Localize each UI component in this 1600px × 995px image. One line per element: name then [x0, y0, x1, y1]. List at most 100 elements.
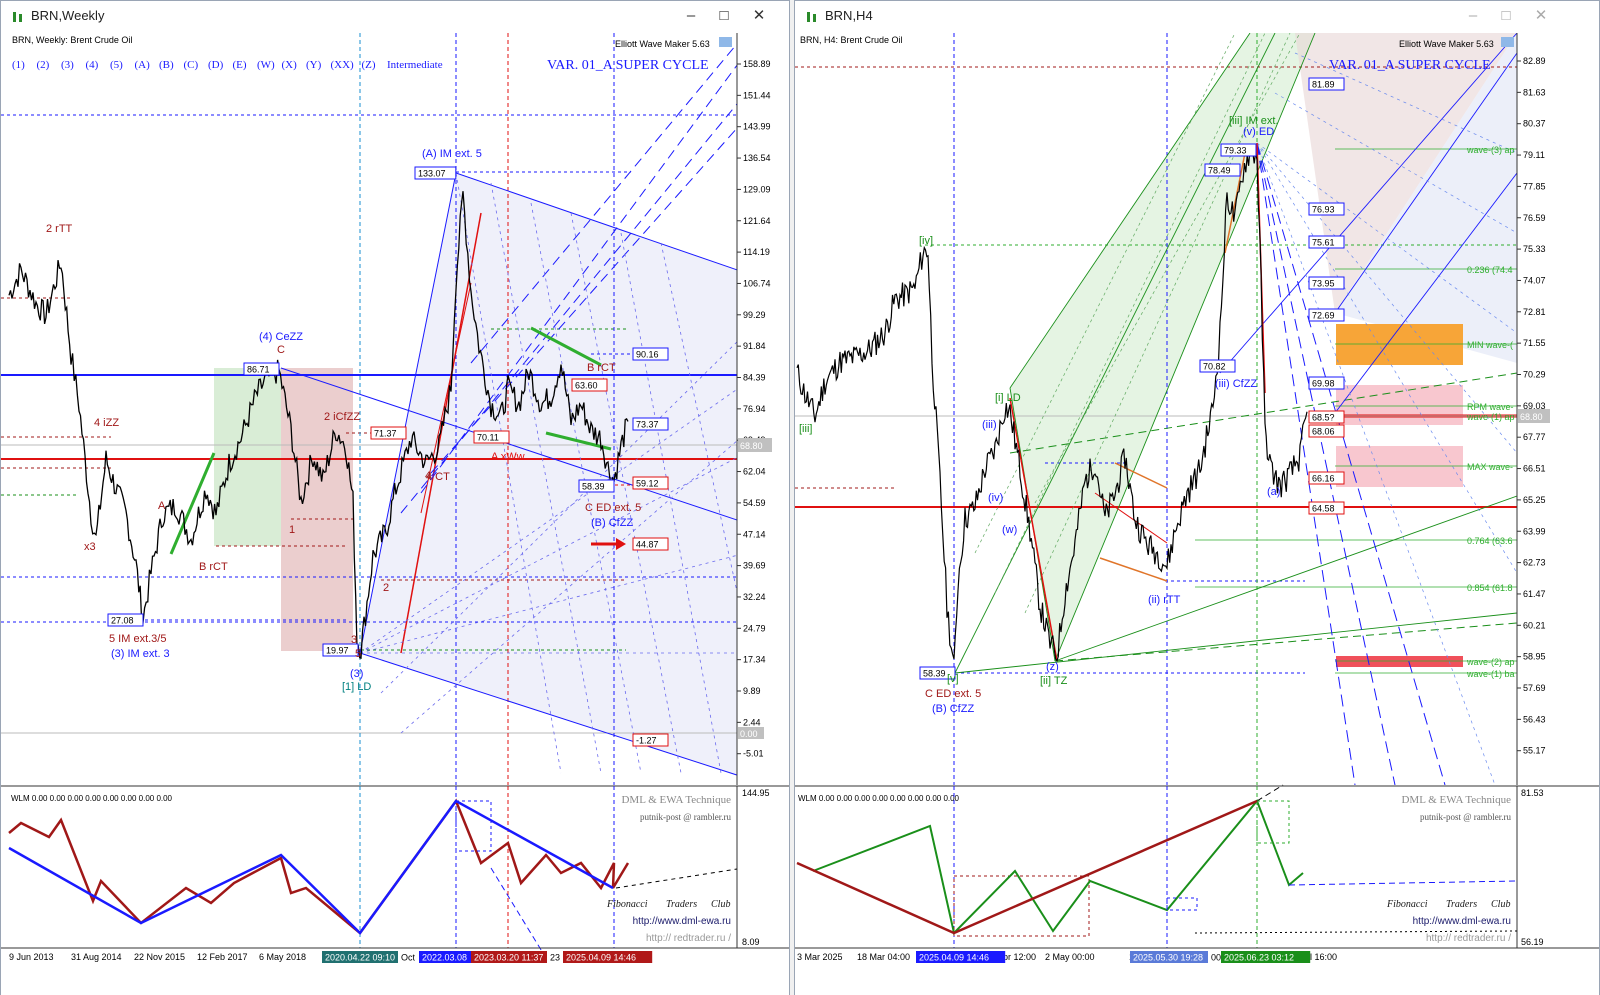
price-box-value: 63.60 — [575, 381, 598, 391]
wave-label: (z) — [1046, 661, 1059, 673]
price-box-value: 73.95 — [1312, 279, 1335, 289]
date-axis: 3 Mar 2025 18 Mar 04:00 Apr 12:00 2 May 00:… — [797, 951, 1337, 963]
degree-button[interactable]: (3) — [61, 59, 74, 71]
minimize-button[interactable]: – — [686, 7, 696, 24]
price-tick-label: 54.59 — [743, 498, 766, 508]
date-tick: Apr 12:00 — [997, 952, 1036, 962]
price-tick-label: 79.11 — [1523, 150, 1545, 160]
date-box-label: 00 — [1211, 953, 1221, 963]
url-link-1[interactable]: http://www.dml-ewa.ru — [1413, 916, 1511, 927]
price-box-value: 133.07 — [418, 169, 446, 179]
wave-label: A — [158, 500, 166, 512]
wave-label: (iv) — [988, 492, 1003, 504]
degree-button[interactable]: (X) — [282, 59, 298, 71]
weekly-chart[interactable]: 158.89 151.44 143.99 136.54 129.09 121.64 114.… — [1, 33, 789, 995]
wave-label: 2 rTT — [46, 223, 73, 235]
degree-button[interactable]: (Z) — [362, 59, 376, 71]
degree-button[interactable]: (1) — [12, 59, 25, 71]
degree-toolbar[interactable]: (1) (2) (3) (4) (5) (A) (B) (C) (D) (E) (W) (X) (Y) (… — [12, 59, 376, 71]
price-boxes: 133.07 86.71 27.08 19.97 90.16 73.37 58.39 59.1… — [107, 166, 669, 747]
minimize-button[interactable]: – — [1468, 7, 1478, 24]
degree-level[interactable]: Intermediate — [387, 59, 443, 71]
indicator-bottom-tick: 8.09 — [742, 937, 760, 947]
price-tick-label: 39.69 — [743, 561, 766, 571]
price-box — [632, 347, 669, 361]
price-box — [1308, 376, 1345, 390]
wave-label: 2 — [383, 582, 389, 594]
degree-button[interactable]: (C) — [184, 59, 199, 71]
price-tick-label: 71.55 — [1523, 338, 1546, 348]
fib-label: wave-(3) ap — [1466, 145, 1515, 155]
green-zone — [214, 368, 281, 546]
price-box — [107, 613, 144, 627]
wave-label: B rCT — [199, 561, 228, 573]
current-price-label: 68.80 — [1520, 412, 1543, 422]
url-link-2[interactable]: http:// redtrader.ru / — [646, 933, 731, 944]
maximize-button[interactable]: □ — [1501, 7, 1511, 24]
date-box-label: 2025.04.09 14:46 — [919, 953, 989, 963]
degree-button[interactable]: (E) — [233, 59, 247, 71]
price-tick-label: 82.89 — [1523, 56, 1546, 66]
price-tick-label: 66.51 — [1523, 464, 1546, 474]
price-box — [243, 362, 280, 376]
price-box-value: 79.33 — [1224, 146, 1247, 156]
price-tick-label: 47.14 — [743, 529, 766, 539]
degree-button[interactable]: (A) — [135, 59, 151, 71]
price-box — [632, 733, 669, 747]
degree-button[interactable]: (5) — [110, 59, 123, 71]
date-tick: 2 May 00:00 — [1045, 952, 1095, 962]
degree-button[interactable]: (XX) — [331, 59, 355, 71]
degree-button[interactable]: (Y) — [306, 59, 322, 71]
wave-label: x3 — [84, 541, 96, 553]
price-tick-label: 62.04 — [743, 467, 766, 477]
degree-button[interactable]: (W) — [257, 59, 275, 71]
weekly-chart-window[interactable]: BRN,Weekly – □ ✕ — [0, 0, 790, 995]
degree-button[interactable]: (2) — [37, 59, 50, 71]
date-box — [547, 951, 564, 963]
fib-label: 0.236 (74.4 — [1467, 265, 1513, 275]
title-bar[interactable]: BRN,Weekly – □ ✕ — [1, 1, 789, 34]
h4-chart-window[interactable]: BRN,H4 – □ ✕ — [794, 0, 1600, 995]
price-box-value: 58.39 — [923, 669, 946, 679]
wave-label: 3 — [351, 634, 357, 646]
window-title: BRN,Weekly — [31, 8, 105, 23]
wave-label: [ii] TZ — [1040, 675, 1068, 687]
close-button[interactable]: ✕ — [1534, 7, 1548, 24]
title-bar[interactable]: BRN,H4 – □ ✕ — [795, 1, 1599, 34]
current-price-label: 68.80 — [740, 441, 763, 451]
price-tick-label: 60.21 — [1523, 620, 1546, 630]
price-tick-label: 151.44 — [743, 90, 771, 100]
club-word-1: Fibonacci — [606, 899, 648, 910]
ewm-hat-icon — [1501, 37, 1514, 47]
zero-price-label: 0.00 — [740, 729, 758, 739]
wave-label: (ii) rTT — [1148, 594, 1181, 606]
price-tick-label: 9.89 — [743, 686, 761, 696]
price-box-value: 58.39 — [582, 482, 605, 492]
red-zone — [1336, 656, 1463, 667]
date-axis: 9 Jun 2013 31 Aug 2014 22 Nov 2015 12 Feb 2… — [9, 951, 653, 963]
date-box-label: 2025.05.30 19:28 — [1133, 953, 1203, 963]
close-button[interactable]: ✕ — [752, 7, 766, 24]
url-link-1[interactable]: http://www.dml-ewa.ru — [633, 916, 731, 927]
price-tick-label: 57.69 — [1523, 683, 1546, 693]
wave-label: 1 — [289, 524, 295, 536]
degree-button[interactable]: (D) — [208, 59, 224, 71]
fib-label: MIN wave-( — [1467, 340, 1513, 350]
price-tick-label: 24.79 — [743, 623, 766, 633]
degree-button[interactable]: (4) — [86, 59, 99, 71]
degree-button[interactable]: (B) — [159, 59, 174, 71]
wave-label: (4) CeZZ — [259, 331, 303, 343]
price-box — [632, 537, 669, 551]
maximize-button[interactable]: □ — [719, 7, 729, 24]
price-box-value: 68.06 — [1312, 427, 1335, 437]
club-word-3: Club — [1491, 899, 1510, 910]
price-box — [1308, 276, 1345, 290]
url-link-2[interactable]: http:// redtrader.ru / — [1426, 933, 1511, 944]
price-box — [322, 643, 359, 657]
price-box — [1308, 308, 1345, 322]
price-box — [632, 417, 669, 431]
price-box-value: 81.89 — [1312, 80, 1335, 90]
h4-chart[interactable]: 82.89 81.63 80.37 79.11 77.85 76.59 75.33 74.07… — [795, 33, 1599, 995]
price-tick-label: 77.85 — [1523, 181, 1546, 191]
club-word-2: Traders — [1446, 899, 1477, 910]
